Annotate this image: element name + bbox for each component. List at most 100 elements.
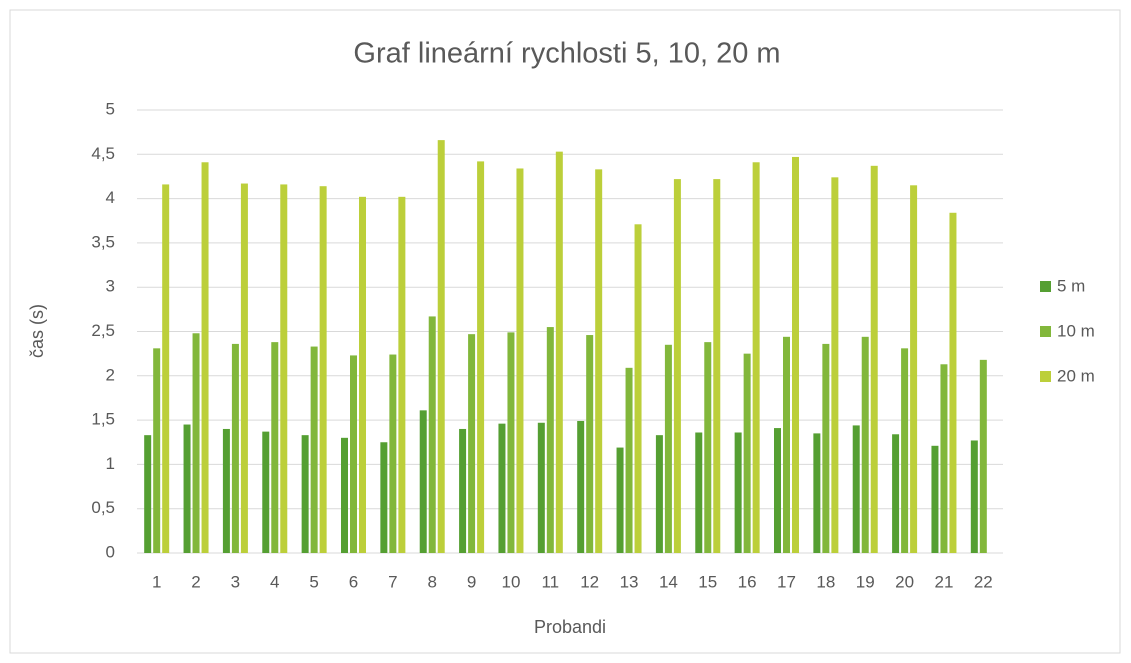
bar xyxy=(350,355,357,553)
legend-swatch xyxy=(1040,326,1051,337)
bar xyxy=(380,442,388,553)
y-tick-label: 1,5 xyxy=(91,410,115,429)
x-axis-label: Probandi xyxy=(534,617,606,637)
bar xyxy=(901,348,909,553)
legend-label: 20 m xyxy=(1057,366,1095,385)
bar xyxy=(979,359,987,553)
bar xyxy=(822,343,830,553)
x-tick-label: 6 xyxy=(349,572,358,591)
bar xyxy=(310,346,318,553)
bar xyxy=(389,354,397,553)
y-tick-label: 1 xyxy=(106,454,115,473)
x-tick-label: 18 xyxy=(816,572,835,591)
bar xyxy=(625,367,633,553)
bar xyxy=(713,179,721,553)
x-tick-label: 2 xyxy=(191,572,200,591)
x-tick-label: 5 xyxy=(309,572,318,591)
legend-label: 10 m xyxy=(1057,321,1095,340)
bar xyxy=(468,334,476,553)
y-tick-label: 0,5 xyxy=(91,498,115,517)
y-tick-label: 3 xyxy=(106,277,115,296)
bar xyxy=(498,423,506,553)
bar xyxy=(153,348,161,553)
bar xyxy=(162,184,170,553)
bar xyxy=(774,428,781,553)
x-tick-label: 13 xyxy=(620,572,639,591)
bar xyxy=(459,428,467,553)
y-tick-label: 2,5 xyxy=(91,321,115,340)
bar xyxy=(280,184,288,553)
bar xyxy=(792,156,799,553)
bar xyxy=(813,433,821,553)
bar xyxy=(634,224,642,553)
bar xyxy=(752,162,760,554)
bar xyxy=(546,327,554,553)
bar xyxy=(852,425,860,553)
bar xyxy=(861,336,869,553)
x-tick-label: 1 xyxy=(152,572,161,591)
bar xyxy=(831,177,839,553)
y-tick-label: 5 xyxy=(106,99,115,118)
y-tick-label: 3,5 xyxy=(91,232,115,251)
x-tick-label: 3 xyxy=(231,572,240,591)
chart-title: Graf lineární rychlosti 5, 10, 20 m xyxy=(353,38,780,70)
y-tick-label: 0 xyxy=(106,542,115,561)
bar xyxy=(743,353,751,553)
x-tick-label: 22 xyxy=(974,572,993,591)
bar xyxy=(616,447,624,553)
x-tick-label: 10 xyxy=(501,572,520,591)
x-tick-label: 17 xyxy=(777,572,796,591)
bar xyxy=(271,342,279,553)
bar xyxy=(240,183,248,553)
bar xyxy=(586,335,594,553)
bar xyxy=(192,333,200,553)
bar xyxy=(341,437,348,553)
x-tick-label: 14 xyxy=(659,572,678,591)
bar xyxy=(949,212,957,553)
bar xyxy=(231,343,239,553)
x-tick-label: 4 xyxy=(270,572,279,591)
bar xyxy=(144,435,152,553)
bar xyxy=(734,432,742,553)
bar xyxy=(419,410,427,553)
bar xyxy=(783,336,790,553)
y-tick-label: 4,5 xyxy=(91,144,115,163)
x-tick-label: 20 xyxy=(895,572,914,591)
bar xyxy=(673,179,681,553)
bar xyxy=(931,445,939,553)
bar xyxy=(507,332,515,553)
bar xyxy=(301,435,309,553)
bar xyxy=(183,424,191,553)
bar xyxy=(516,168,524,553)
bar xyxy=(870,165,878,553)
bar xyxy=(704,342,712,553)
bar xyxy=(595,169,603,553)
bar xyxy=(428,316,436,553)
x-tick-label: 7 xyxy=(388,572,397,591)
bar xyxy=(537,422,545,553)
bar xyxy=(359,196,366,553)
y-tick-label: 2 xyxy=(106,365,115,384)
legend-swatch xyxy=(1040,281,1051,292)
x-tick-label: 12 xyxy=(580,572,599,591)
bar xyxy=(940,364,948,553)
x-tick-label: 11 xyxy=(541,572,559,591)
bar xyxy=(222,428,230,553)
bar xyxy=(664,344,672,553)
bar xyxy=(477,161,485,553)
y-tick-label: 4 xyxy=(106,188,115,207)
legend-swatch xyxy=(1040,371,1051,382)
x-tick-label: 16 xyxy=(738,572,757,591)
y-axis-label: čas (s) xyxy=(27,304,47,358)
x-tick-label: 21 xyxy=(934,572,953,591)
bar xyxy=(655,435,663,553)
bar xyxy=(262,431,270,553)
bar xyxy=(910,185,918,553)
bar xyxy=(555,151,563,553)
bar xyxy=(437,140,445,553)
bar xyxy=(398,196,406,553)
bar xyxy=(201,162,209,554)
x-tick-label: 8 xyxy=(427,572,436,591)
x-tick-label: 9 xyxy=(467,572,476,591)
